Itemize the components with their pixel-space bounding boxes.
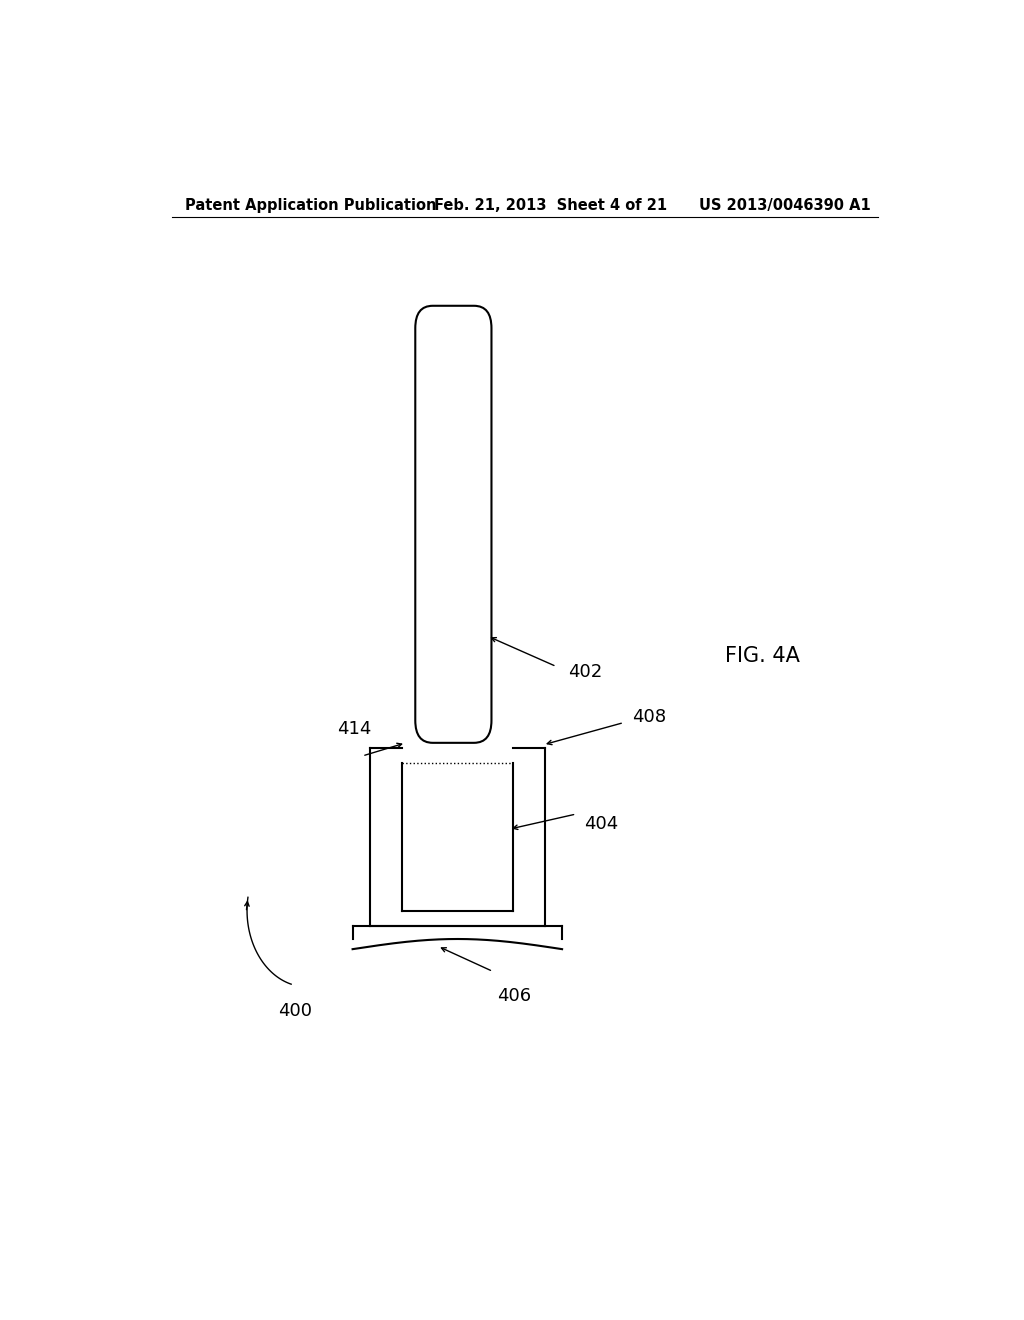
- Text: Patent Application Publication: Patent Application Publication: [185, 198, 436, 213]
- Text: 402: 402: [568, 663, 603, 681]
- Text: FIG. 4A: FIG. 4A: [725, 647, 801, 667]
- Text: 406: 406: [497, 987, 531, 1005]
- Text: 400: 400: [279, 1002, 312, 1020]
- FancyBboxPatch shape: [416, 306, 492, 743]
- Text: Feb. 21, 2013  Sheet 4 of 21: Feb. 21, 2013 Sheet 4 of 21: [433, 198, 667, 213]
- Text: 404: 404: [585, 816, 618, 833]
- Text: 414: 414: [337, 719, 372, 738]
- Text: 408: 408: [632, 709, 666, 726]
- Text: US 2013/0046390 A1: US 2013/0046390 A1: [699, 198, 871, 213]
